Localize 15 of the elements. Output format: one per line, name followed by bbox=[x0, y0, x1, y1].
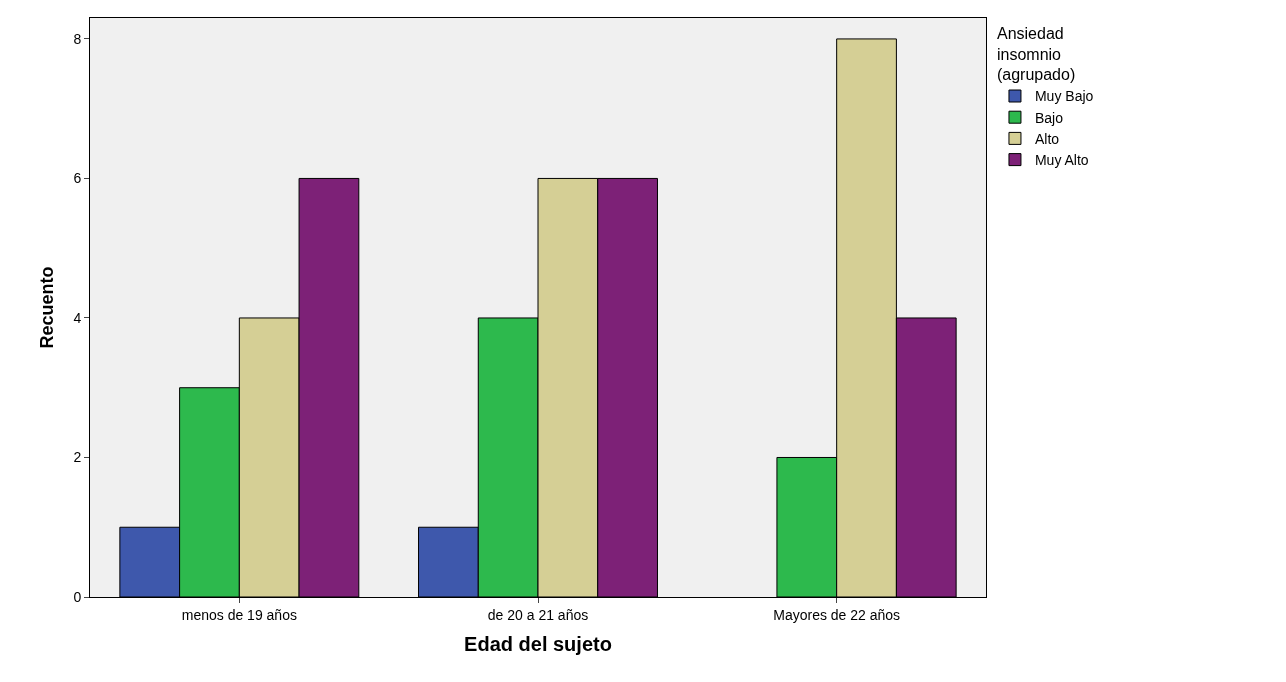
legend-label: Muy Alto bbox=[1034, 152, 1089, 169]
legend-title: Ansiedad insomnio (agrupado) bbox=[996, 24, 1076, 84]
y-tick-label: 6 bbox=[73, 170, 82, 187]
legend-label: Muy Bajo bbox=[1034, 88, 1094, 105]
legend-label: Bajo bbox=[1034, 109, 1064, 126]
x-tick-label: Mayores de 22 años bbox=[773, 606, 901, 623]
y-tick-label: 2 bbox=[73, 449, 82, 466]
x-tick-label: menos de 19 años bbox=[181, 606, 297, 623]
y-tick-label: 8 bbox=[73, 30, 82, 47]
y-tick-label: 4 bbox=[73, 309, 82, 326]
y-tick-label: 0 bbox=[73, 588, 82, 605]
x-tick-label: de 20 a 21 años bbox=[487, 606, 589, 623]
legend-label: Alto bbox=[1034, 130, 1060, 147]
x-axis-title: Edad del sujeto bbox=[464, 633, 612, 656]
y-axis-title: Recuento bbox=[36, 266, 57, 349]
